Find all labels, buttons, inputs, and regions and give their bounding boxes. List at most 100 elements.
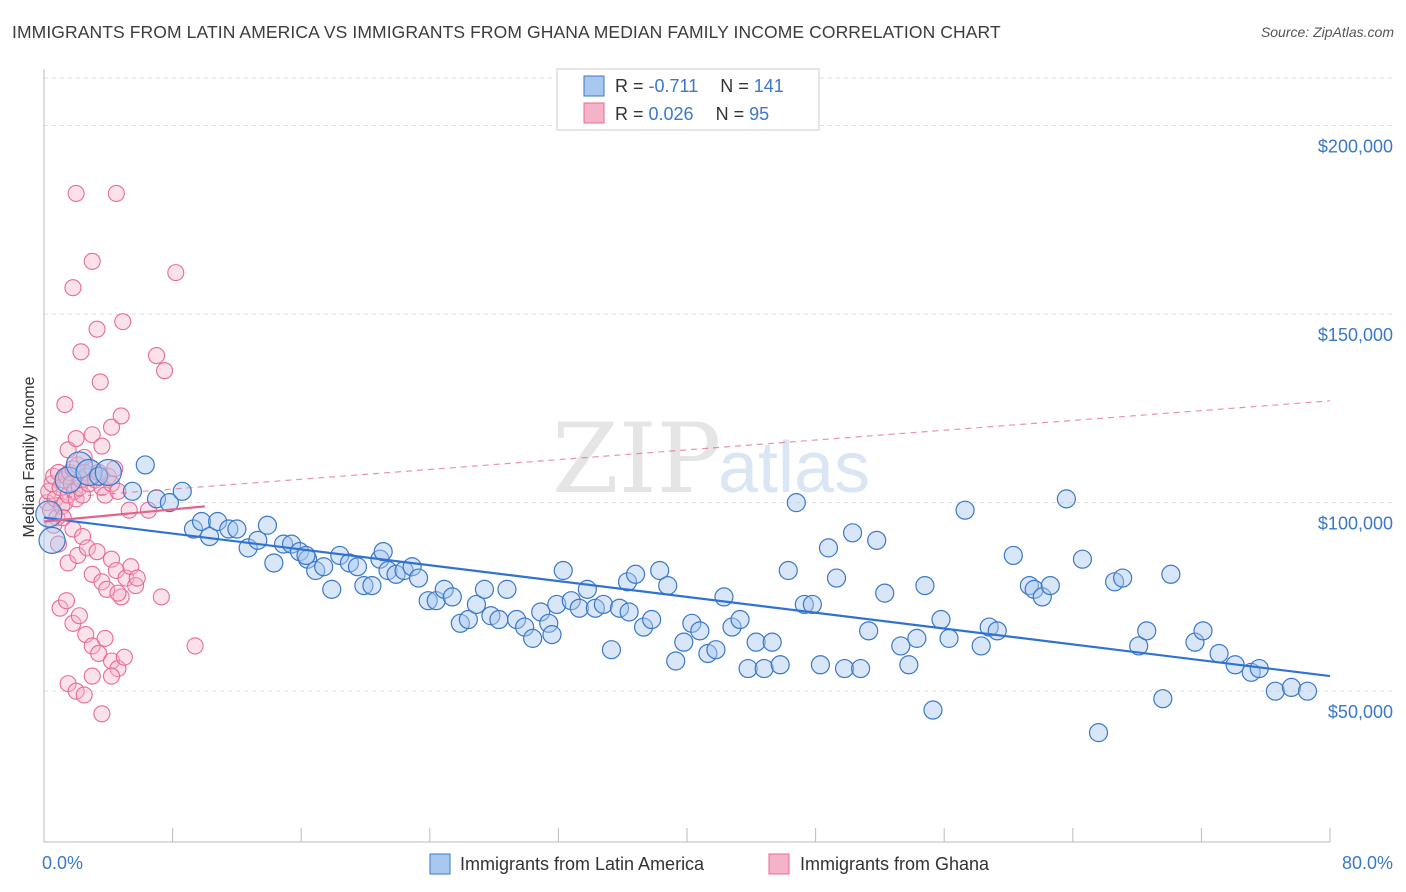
latin-america-trend-line xyxy=(43,516,1331,678)
legend-n-label: N = xyxy=(720,76,754,96)
ghana-point xyxy=(102,667,121,685)
latin-america-point xyxy=(625,564,646,584)
ghana-point xyxy=(56,396,74,414)
legend-swatch-ghana xyxy=(583,102,605,124)
latin-america-point xyxy=(601,640,622,660)
latin-america-point xyxy=(867,530,887,550)
latin-america-point xyxy=(1072,549,1093,569)
latin-america-point xyxy=(1129,636,1149,656)
ghana-point xyxy=(96,629,114,647)
latin-america-point xyxy=(810,655,831,675)
latin-america-point xyxy=(89,466,109,486)
legend-r-label: R = xyxy=(615,76,649,96)
latin-america-point xyxy=(786,493,806,513)
x-tick-label-min: 0.0% xyxy=(42,853,83,873)
ghana-point xyxy=(156,362,174,380)
ghana-point xyxy=(72,343,90,361)
latin-america-point xyxy=(633,617,654,637)
ghana-point xyxy=(102,550,121,568)
latin-america-point xyxy=(794,594,814,615)
ghana-point xyxy=(90,644,108,663)
latin-america-point xyxy=(593,594,614,615)
latin-america-point xyxy=(542,625,562,645)
latin-america-point xyxy=(547,594,567,615)
ghana-point xyxy=(186,637,204,655)
latin-america-point xyxy=(515,617,535,637)
ghana-point xyxy=(112,407,130,425)
y-axis-label: Median Family Income xyxy=(21,376,38,537)
latin-america-point xyxy=(971,636,991,656)
latin-america-point xyxy=(1024,579,1044,599)
x-tick-label-max: 80.0% xyxy=(1342,853,1393,873)
latin-america-point xyxy=(1297,681,1318,701)
ghana-point xyxy=(107,184,125,202)
bottom-legend-swatch-ghana xyxy=(768,853,790,875)
ghana-point xyxy=(93,705,111,723)
latin-america-point xyxy=(553,560,573,581)
x-tick-marks xyxy=(43,828,1331,842)
legend-row-latin-america: R = -0.711 N = 141 xyxy=(615,76,784,96)
latin-america-point xyxy=(38,526,66,554)
ghana-point xyxy=(67,429,85,448)
ghana-point xyxy=(152,588,170,606)
latin-america-point xyxy=(466,594,487,615)
ghana-points xyxy=(38,184,204,723)
latin-america-point xyxy=(1088,723,1109,743)
latin-america-point xyxy=(859,621,879,641)
latin-america-point xyxy=(609,598,630,618)
latin-america-point xyxy=(1003,545,1023,566)
latin-america-point xyxy=(354,575,374,596)
y-tick-label: $200,000 xyxy=(1318,137,1393,157)
legend-row-ghana: R = 0.026 N = 95 xyxy=(615,104,769,124)
latin-america-point xyxy=(1032,587,1052,607)
latin-america-point xyxy=(762,632,782,652)
latin-america-points xyxy=(35,451,1318,743)
latin-america-point xyxy=(1265,681,1285,701)
y-tick-label: $50,000 xyxy=(1328,702,1393,722)
ghana-point xyxy=(57,592,76,610)
latin-america-point xyxy=(208,511,228,532)
ghana-point xyxy=(83,426,101,444)
ghana-trend-line xyxy=(43,505,205,523)
ghana-point xyxy=(70,607,88,625)
latin-america-point xyxy=(35,500,63,528)
latin-america-point xyxy=(507,609,527,630)
latin-america-point xyxy=(778,560,798,581)
latin-america-point xyxy=(666,651,686,671)
latin-america-point xyxy=(818,538,839,558)
legend-n-label: N = xyxy=(716,104,750,124)
latin-america-point xyxy=(923,700,943,720)
ghana-point xyxy=(167,264,185,282)
latin-america-point xyxy=(1137,621,1157,641)
latin-america-point xyxy=(617,572,638,592)
ghana-point xyxy=(78,539,96,557)
ghana-point xyxy=(128,569,146,587)
latin-america-point xyxy=(1056,489,1076,509)
latin-america-point xyxy=(1113,568,1133,588)
y-tick-label: $150,000 xyxy=(1318,325,1393,345)
latin-america-point xyxy=(135,455,155,475)
latin-america-point xyxy=(65,451,93,479)
latin-america-point xyxy=(891,636,911,656)
latin-america-point xyxy=(955,500,975,520)
latin-america-point xyxy=(875,583,895,603)
latin-america-point xyxy=(94,458,122,487)
ghana-point xyxy=(98,580,116,598)
latin-america-point xyxy=(619,602,639,622)
latin-america-point xyxy=(54,466,82,494)
latin-america-point xyxy=(347,557,368,577)
latin-america-point xyxy=(706,640,726,660)
latin-america-point xyxy=(264,553,284,573)
ghana-point xyxy=(109,584,127,602)
latin-america-point xyxy=(826,568,847,588)
y-tick-label: $100,000 xyxy=(1318,514,1393,534)
latin-america-point xyxy=(746,632,766,652)
ghana-point xyxy=(109,482,127,500)
latin-america-point xyxy=(531,602,551,622)
latin-america-point xyxy=(834,658,855,679)
latin-america-point xyxy=(650,560,670,581)
latin-america-point xyxy=(183,519,204,539)
ghana-point xyxy=(67,682,85,700)
latin-america-point xyxy=(442,587,462,607)
